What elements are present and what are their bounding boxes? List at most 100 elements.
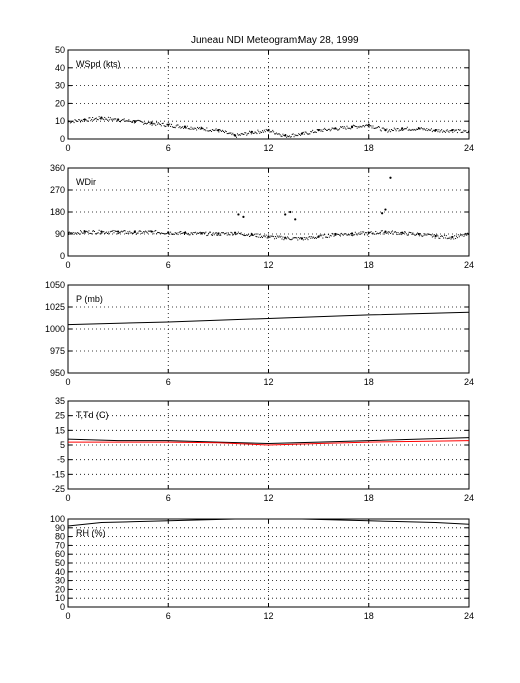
data-dot	[341, 233, 343, 235]
data-dot	[89, 117, 91, 119]
data-dot	[394, 128, 396, 130]
data-dot	[353, 125, 355, 127]
data-dot	[176, 232, 178, 234]
data-dot	[439, 237, 441, 239]
data-dot	[365, 232, 367, 234]
data-dot	[145, 230, 147, 232]
data-dot	[234, 133, 236, 135]
data-dot	[196, 129, 198, 131]
data-dot	[409, 232, 411, 234]
data-dot	[128, 119, 130, 121]
data-dot	[263, 129, 265, 131]
data-dot	[298, 133, 300, 135]
data-dot	[220, 234, 222, 236]
data-dot	[238, 232, 240, 234]
data-dot	[129, 120, 131, 122]
data-dot	[227, 232, 229, 234]
data-dot	[456, 129, 458, 131]
data-dot	[82, 232, 84, 234]
data-dot	[400, 231, 402, 233]
data-dot	[290, 136, 292, 138]
data-dot	[466, 234, 468, 236]
data-dot	[114, 230, 116, 232]
data-dot	[90, 120, 92, 122]
data-dot	[434, 237, 436, 239]
data-dot	[321, 234, 323, 236]
data-dot	[139, 120, 141, 122]
data-dot	[118, 232, 120, 234]
data-dot	[420, 234, 422, 236]
data-dot	[347, 127, 349, 129]
plot-area	[68, 437, 469, 446]
data-dot	[200, 232, 202, 234]
data-dot	[428, 233, 430, 235]
data-dot	[115, 118, 117, 120]
data-dot	[153, 122, 155, 124]
data-dot	[185, 232, 187, 234]
data-dot	[322, 131, 324, 133]
data-dot	[315, 237, 317, 239]
data-dot	[431, 236, 433, 238]
data-dot	[130, 232, 132, 234]
data-dot	[72, 231, 74, 233]
y-tick-label: 180	[50, 207, 65, 217]
data-dot	[131, 121, 133, 123]
data-dot	[117, 233, 119, 235]
data-dot	[178, 127, 180, 129]
data-dot	[318, 129, 320, 131]
data-dot	[327, 234, 329, 236]
data-dot	[368, 126, 370, 128]
data-dot	[249, 235, 251, 237]
data-dot	[395, 231, 397, 233]
data-dot	[422, 235, 424, 237]
data-dot	[71, 233, 73, 235]
data-dot	[174, 232, 176, 234]
data-dot	[188, 234, 190, 236]
data-dot	[93, 119, 95, 121]
data-dot	[165, 233, 167, 235]
data-dot	[229, 132, 231, 134]
data-dot	[268, 128, 270, 130]
data-dot	[120, 230, 122, 232]
data-dot	[167, 232, 169, 234]
data-dot	[181, 233, 183, 235]
data-dot	[312, 237, 314, 239]
data-dot	[274, 238, 276, 240]
data-dot	[345, 128, 347, 130]
data-dot	[185, 127, 187, 129]
data-dot	[197, 232, 199, 234]
data-dot	[393, 231, 395, 233]
data-dot	[291, 133, 293, 135]
data-dot	[258, 131, 260, 133]
data-dot	[83, 230, 85, 232]
data-dot	[182, 126, 184, 128]
figure-title-station: Juneau NDI Meteogram:	[191, 35, 300, 46]
data-dot	[140, 230, 142, 232]
data-dot	[244, 235, 246, 237]
data-dot	[287, 135, 289, 137]
data-dot	[414, 128, 416, 130]
data-dot	[100, 118, 102, 120]
data-dot	[98, 229, 100, 231]
data-dot	[132, 120, 134, 122]
data-dot	[335, 234, 337, 236]
data-dot	[245, 132, 247, 134]
data-dot	[413, 129, 415, 131]
data-dot	[166, 232, 168, 234]
data-dot	[236, 233, 238, 235]
data-dot	[202, 127, 204, 129]
data-dot	[145, 122, 147, 124]
data-dot	[162, 122, 164, 124]
data-dot	[203, 129, 205, 131]
data-dot	[252, 132, 254, 134]
data-dot	[189, 128, 191, 130]
data-dot	[308, 133, 310, 135]
data-dot	[410, 232, 412, 234]
data-dot	[283, 239, 285, 241]
data-dot	[254, 233, 256, 235]
x-tick-label: 12	[263, 493, 273, 503]
data-dot	[427, 233, 429, 235]
data-dot	[232, 132, 234, 134]
data-dot	[204, 232, 206, 234]
data-dot	[331, 127, 333, 129]
